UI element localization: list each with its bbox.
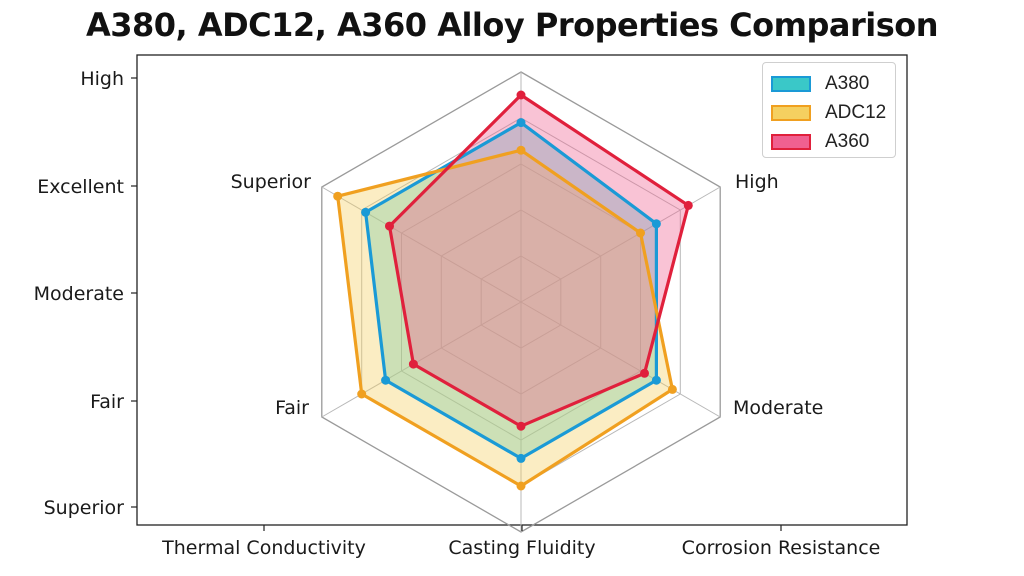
data-point bbox=[516, 421, 526, 431]
legend-swatch-a380 bbox=[771, 75, 811, 92]
labels-layer: High Moderate Fair Superior High Excellent Mod… bbox=[34, 68, 881, 559]
series-layer bbox=[333, 90, 693, 491]
data-point bbox=[640, 368, 649, 378]
axis-label-upper-left: Superior bbox=[231, 171, 312, 193]
legend-item: A360 bbox=[771, 127, 895, 156]
data-point bbox=[636, 228, 645, 238]
data-point bbox=[361, 207, 371, 217]
x-tick-label: Thermal Conductivity bbox=[161, 537, 366, 559]
data-point bbox=[385, 221, 394, 231]
legend-item: A380 bbox=[771, 69, 895, 98]
series-fill bbox=[365, 122, 657, 459]
grid-spoke bbox=[321, 186, 522, 303]
legend-swatch-a360 bbox=[771, 133, 811, 150]
legend-swatch-adc12 bbox=[771, 104, 811, 121]
legend-label: A380 bbox=[825, 72, 870, 94]
x-tick-label: Casting Fluidity bbox=[448, 537, 595, 559]
legend-label: A360 bbox=[825, 130, 870, 152]
y-tick-label: Moderate bbox=[34, 283, 124, 305]
data-point bbox=[381, 375, 391, 385]
legend-label: ADC12 bbox=[825, 101, 887, 123]
y-tick-label: Excellent bbox=[37, 176, 124, 198]
data-point bbox=[516, 145, 526, 155]
data-point bbox=[516, 481, 526, 491]
series-fill bbox=[389, 95, 689, 427]
data-point bbox=[651, 219, 661, 229]
data-point bbox=[516, 118, 526, 128]
data-point bbox=[408, 359, 418, 369]
data-point bbox=[683, 200, 693, 210]
y-tick-label: Superior bbox=[44, 497, 125, 519]
data-point bbox=[357, 389, 367, 399]
axis-label-lower-right: Moderate bbox=[733, 397, 823, 419]
data-point bbox=[516, 90, 526, 100]
axis-label-upper-right: High bbox=[735, 171, 779, 193]
y-tick-label: High bbox=[80, 68, 124, 90]
axis-label-lower-left: Fair bbox=[275, 397, 309, 419]
grid-spoke bbox=[321, 301, 522, 418]
data-point bbox=[333, 191, 343, 201]
chart-title: A380, ADC12, A360 Alloy Properties Compa… bbox=[85, 6, 939, 44]
grid-spoke bbox=[520, 301, 721, 418]
legend-item: ADC12 bbox=[771, 98, 895, 127]
data-point bbox=[667, 384, 677, 394]
legend: A380 ADC12 A360 bbox=[762, 62, 896, 158]
data-point bbox=[516, 453, 526, 463]
x-tick-label: Corrosion Resistance bbox=[682, 537, 881, 559]
y-tick-label: Fair bbox=[90, 391, 124, 413]
data-point bbox=[651, 375, 661, 385]
